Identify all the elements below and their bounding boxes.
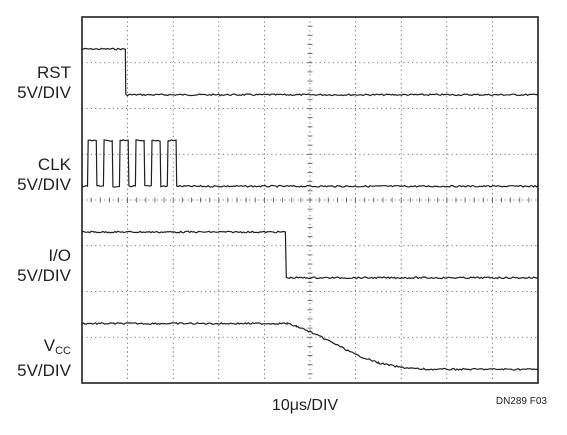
x-axis-label: 10μs/DIV [271,397,339,414]
clk-name: CLK [37,155,71,174]
rst-scale: 5V/DIV [17,83,71,102]
figure-id: DN289 F03 [495,396,547,407]
clk-channel-label: CLK 5V/DIV [17,155,71,195]
rst-trace [81,47,539,97]
vcc-trace [81,321,539,371]
vcc-scale: 5V/DIV [17,361,71,380]
clk-trace [81,139,539,188]
io-channel-label: I/O 5V/DIV [17,246,71,286]
rst-channel-label: RST 5V/DIV [17,63,71,103]
io-trace [81,230,539,280]
vcc-name: VCC [17,336,71,361]
rst-name: RST [37,63,71,82]
vcc-channel-label: VCC 5V/DIV [17,336,71,381]
scope-frame [81,16,539,384]
io-scale: 5V/DIV [17,266,71,285]
vcc-name-main: V [43,336,56,355]
clk-scale: 5V/DIV [17,175,71,194]
io-name: I/O [48,246,71,265]
vcc-name-subscript: CC [55,345,71,357]
